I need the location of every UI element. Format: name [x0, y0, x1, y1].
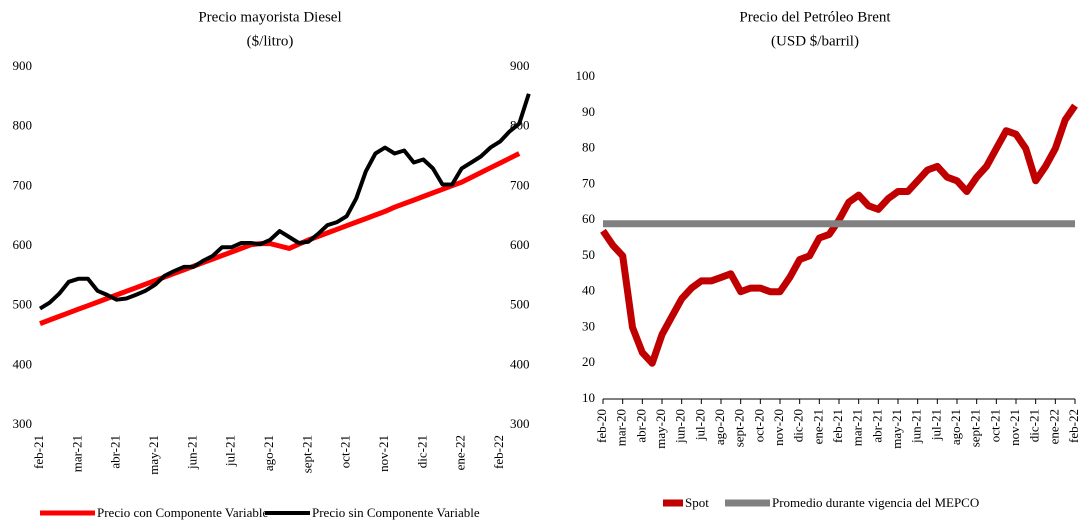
x-tick-label: may-20 — [653, 409, 668, 449]
y2-tick-label: 300 — [510, 416, 530, 431]
y-tick-label: 30 — [582, 318, 595, 333]
y2-tick-label: 900 — [510, 58, 530, 73]
x-tick-label: feb-21 — [31, 435, 46, 469]
chart-subtitle: (USD $/barril) — [771, 33, 859, 49]
x-tick-label: nov-20 — [771, 409, 786, 446]
y-tick-label: 80 — [582, 140, 595, 155]
x-tick-label: may-21 — [889, 409, 904, 449]
x-tick-label: ene-21 — [810, 409, 825, 444]
y-tick-label: 50 — [582, 247, 595, 262]
x-tick-label: sept-20 — [732, 409, 747, 447]
series-line — [39, 151, 521, 326]
y2-tick-label: 600 — [510, 237, 530, 252]
series-line — [38, 93, 531, 311]
y-tick-label: 300 — [13, 416, 33, 431]
y2-tick-label: 700 — [510, 177, 530, 192]
y-tick-label: 400 — [13, 356, 33, 371]
x-tick-label: sept-21 — [968, 409, 983, 447]
y-tick-label: 90 — [582, 104, 595, 119]
x-tick-label: may-21 — [146, 435, 161, 475]
y-tick-label: 70 — [582, 175, 595, 190]
x-tick-label: nov-21 — [1007, 409, 1022, 446]
x-tick-label: oct-21 — [987, 409, 1002, 442]
series-line — [600, 103, 1078, 367]
x-tick-label: oct-21 — [338, 435, 353, 468]
chart-title: Precio mayorista Diesel — [198, 9, 341, 25]
x-tick-label: abr-21 — [869, 409, 884, 443]
y-tick-label: 900 — [13, 58, 33, 73]
legend-label: Spot — [685, 495, 709, 510]
x-tick-label: mar-20 — [614, 409, 629, 446]
x-tick-label: ene-22 — [1046, 409, 1061, 444]
y-tick-label: 60 — [582, 211, 595, 226]
x-tick-label: feb-22 — [491, 435, 506, 469]
y-tick-label: 20 — [582, 354, 595, 369]
x-tick-label: ago-21 — [948, 409, 963, 445]
x-tick-label: sept-21 — [299, 435, 314, 473]
x-tick-label: abr-21 — [108, 435, 123, 469]
y-tick-label: 10 — [582, 390, 595, 405]
y2-tick-label: 500 — [510, 297, 530, 312]
y-tick-label: 500 — [13, 297, 33, 312]
x-tick-label: nov-21 — [376, 435, 391, 472]
x-tick-label: ene-22 — [453, 435, 468, 470]
x-tick-label: ago-21 — [261, 435, 276, 471]
x-tick-label: ago-20 — [712, 409, 727, 445]
x-tick-label: dic-21 — [414, 435, 429, 468]
legend-label: Promedio durante vigencia del MEPCO — [772, 495, 979, 510]
x-tick-label: jun-21 — [909, 409, 924, 444]
y-tick-label: 800 — [13, 118, 33, 133]
legend-label: Precio con Componente Variable — [97, 505, 268, 520]
x-tick-label: feb-20 — [594, 409, 609, 443]
chart-subtitle: ($/litro) — [247, 33, 294, 49]
x-tick-label: oct-20 — [751, 409, 766, 442]
y-tick-label: 600 — [13, 237, 33, 252]
x-tick-label: jul-20 — [692, 409, 707, 441]
x-tick-label: abr-20 — [633, 409, 648, 443]
x-tick-label: mar-21 — [69, 435, 84, 472]
y2-tick-label: 400 — [510, 356, 530, 371]
legend-label: Precio sin Componente Variable — [312, 505, 480, 520]
y-tick-label: 700 — [13, 177, 33, 192]
x-tick-label: jun-20 — [673, 409, 688, 444]
x-tick-label: jul-21 — [223, 435, 238, 467]
chart-title: Precio del Petróleo Brent — [739, 9, 891, 25]
x-tick-label: feb-21 — [830, 409, 845, 443]
x-tick-label: dic-21 — [1027, 409, 1042, 442]
y-tick-label: 40 — [582, 283, 595, 298]
x-tick-label: dic-20 — [791, 409, 806, 442]
x-tick-label: jun-21 — [184, 435, 199, 470]
y-tick-label: 100 — [576, 68, 596, 83]
x-tick-label: jul-21 — [928, 409, 943, 441]
x-tick-label: feb-22 — [1066, 409, 1081, 443]
x-tick-label: mar-21 — [850, 409, 865, 446]
